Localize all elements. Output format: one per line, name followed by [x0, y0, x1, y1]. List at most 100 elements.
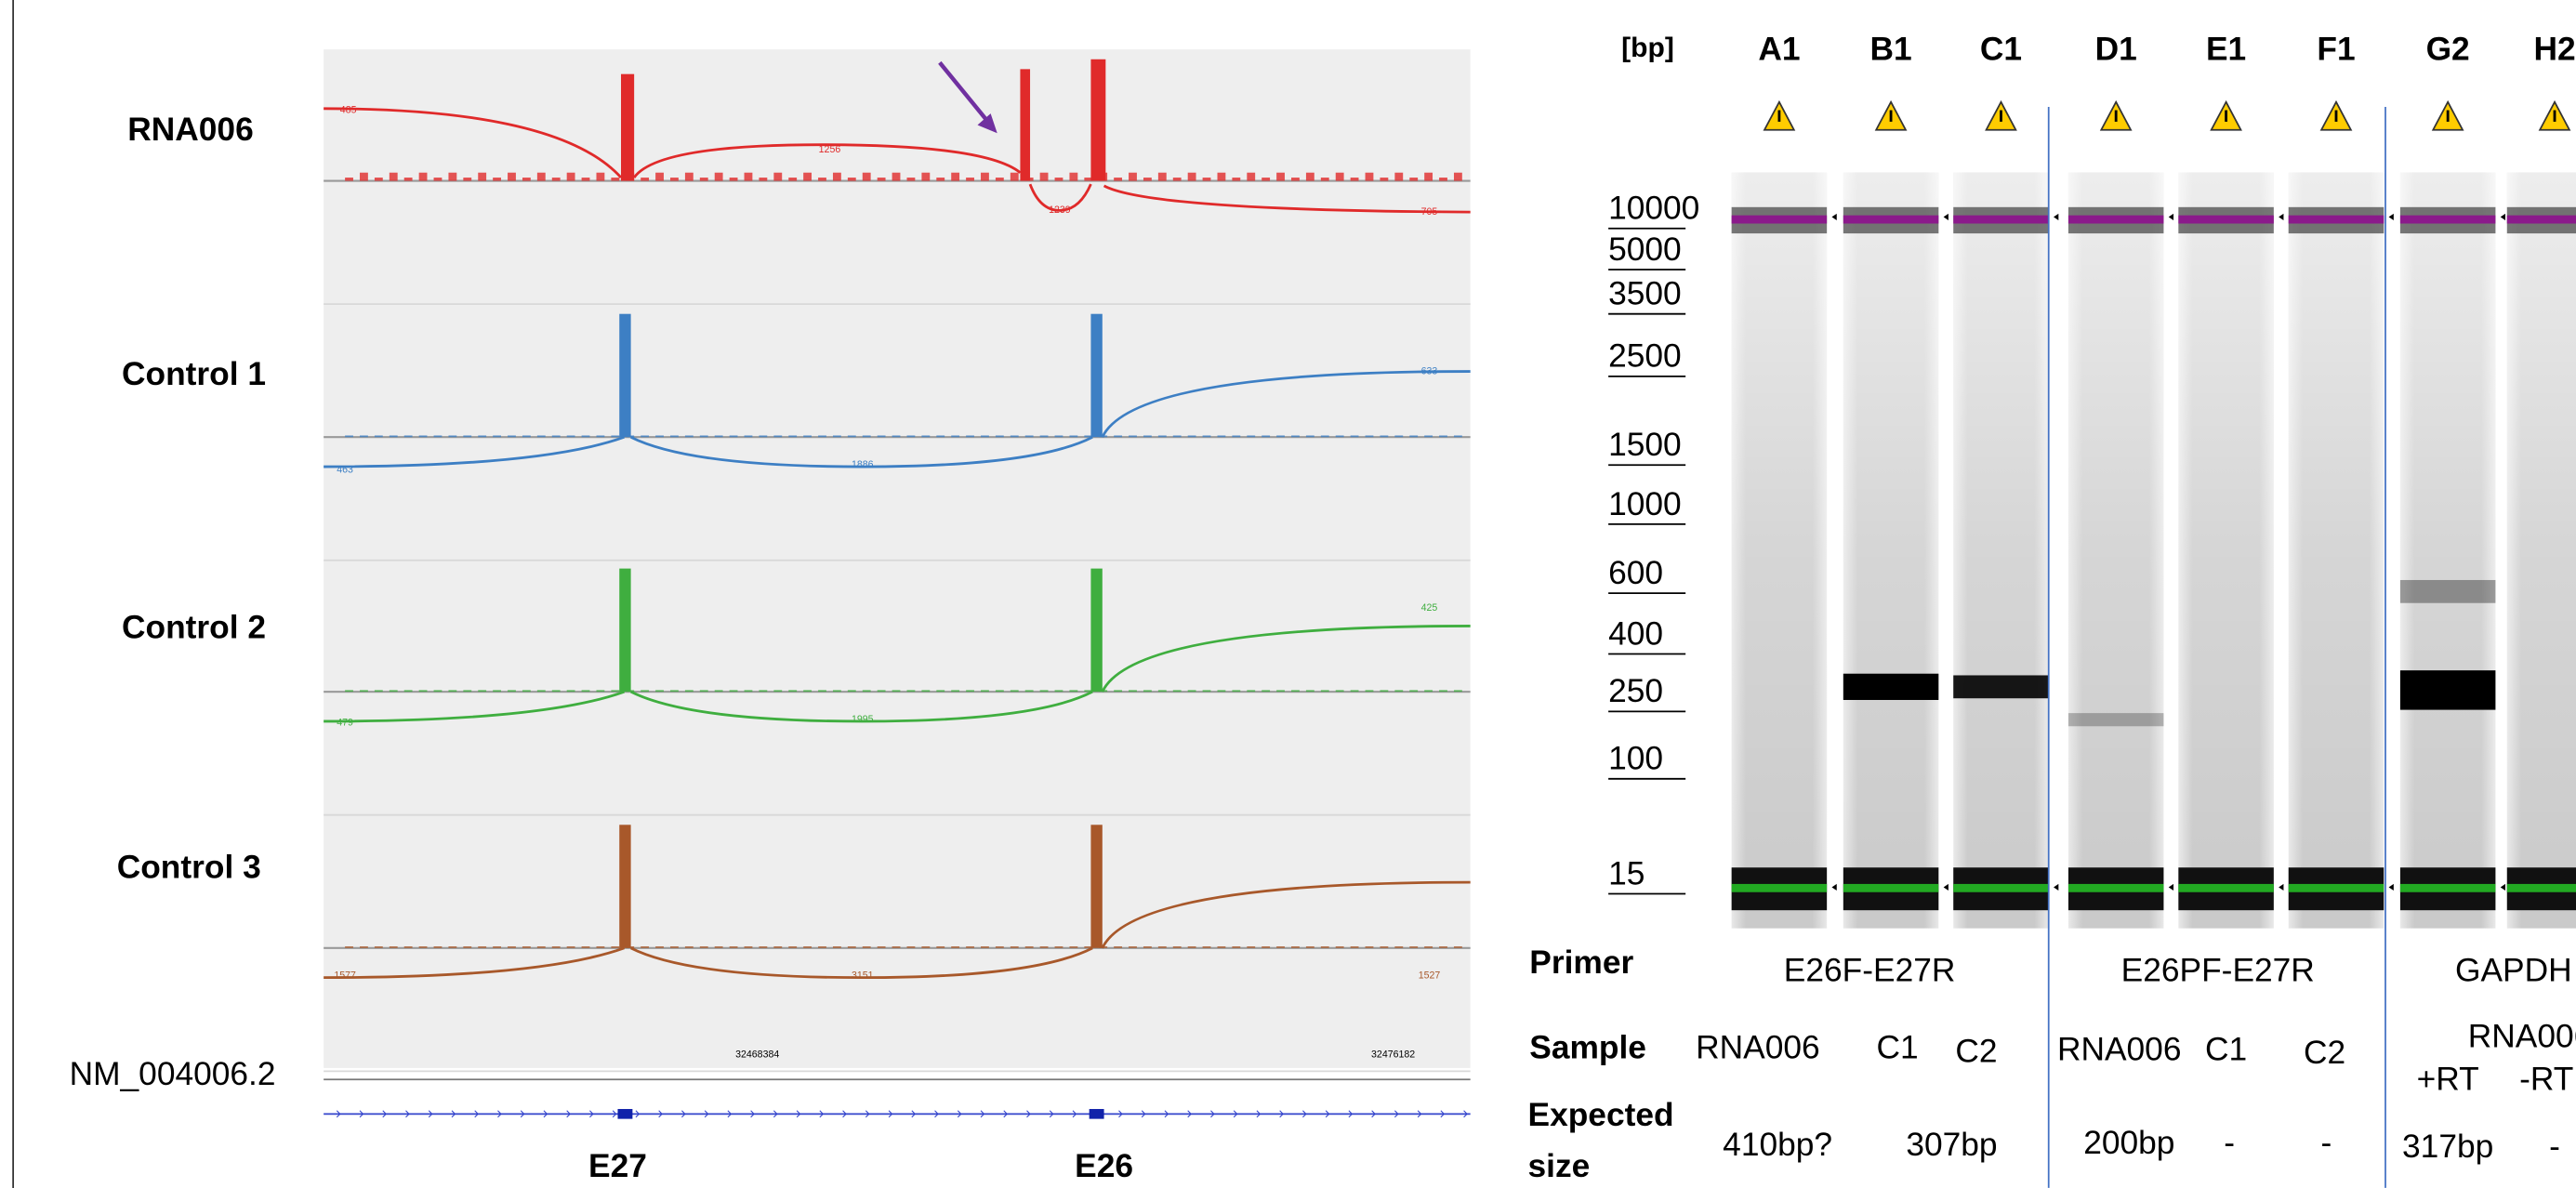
- coverage: [996, 178, 1004, 181]
- coverage: [1055, 946, 1063, 948]
- coverage: [375, 178, 383, 181]
- ladder-label: 600: [1608, 555, 1663, 591]
- coverage: [508, 690, 516, 692]
- coverage: [1291, 690, 1300, 692]
- coverage: [567, 435, 575, 437]
- coverage: [1040, 173, 1049, 181]
- coverage: [375, 946, 383, 948]
- coverage: [773, 435, 782, 437]
- coverage: [478, 435, 486, 437]
- coverage: [1158, 435, 1167, 437]
- coverage: [360, 435, 368, 437]
- coverage: [1439, 946, 1447, 948]
- coverage: [848, 946, 856, 948]
- coverage: [1336, 946, 1344, 948]
- coverage: [641, 690, 649, 692]
- coverage: [981, 173, 989, 181]
- coverage: [1203, 946, 1211, 948]
- coverage: [1262, 435, 1270, 437]
- coverage: [582, 690, 590, 692]
- coverage: [434, 690, 443, 692]
- ladder-label: 1000: [1608, 486, 1682, 522]
- coverage: [921, 173, 930, 181]
- coverage: [448, 690, 456, 692]
- coverage: [848, 690, 856, 692]
- coverage: [1143, 690, 1152, 692]
- coverage: [1409, 435, 1418, 437]
- row-label: Primer: [1529, 944, 1633, 981]
- coverage: [1380, 435, 1388, 437]
- coverage: [907, 435, 916, 437]
- coverage: [582, 435, 590, 437]
- coverage: [1336, 173, 1344, 181]
- coverage: [404, 178, 413, 181]
- coverage: [1247, 173, 1255, 181]
- coverage: [892, 173, 901, 181]
- coverage: [1173, 435, 1182, 437]
- coverage: [1203, 690, 1211, 692]
- lane-shade: [2068, 173, 2163, 929]
- sample: -RT: [2519, 1061, 2573, 1097]
- coverage: [863, 173, 871, 181]
- coverage: [463, 946, 471, 948]
- coverage: [1439, 690, 1447, 692]
- coverage: [434, 178, 443, 181]
- marker-lower: [1843, 884, 1938, 892]
- coverage: [773, 946, 782, 948]
- coverage: [1158, 690, 1167, 692]
- coverage: [803, 435, 812, 437]
- coverage: [863, 690, 871, 692]
- coverage: [1143, 435, 1152, 437]
- coverage: [981, 690, 989, 692]
- coverage: [345, 946, 353, 948]
- coverage: [833, 946, 841, 948]
- coverage: [537, 173, 546, 181]
- band: [2400, 580, 2495, 603]
- primer-group: E26PF-E27R: [2121, 953, 2315, 989]
- coverage: [907, 178, 916, 181]
- coverage: [685, 690, 694, 692]
- coverage: [567, 173, 575, 181]
- coverage: [419, 946, 428, 948]
- lane-label: B1: [1869, 31, 1911, 67]
- coverage: [1351, 435, 1359, 437]
- coverage: [951, 690, 959, 692]
- coverage: [1336, 690, 1344, 692]
- coverage: [611, 690, 619, 692]
- coverage: [1262, 946, 1270, 948]
- coverage: [1011, 946, 1019, 948]
- coverage: [448, 435, 456, 437]
- coverage: [493, 435, 501, 437]
- expected-size: 200bp: [2083, 1125, 2174, 1161]
- coverage: [1262, 178, 1270, 181]
- coverage: [1114, 946, 1122, 948]
- coverage: [833, 173, 841, 181]
- junction-count: 1527: [1419, 970, 1441, 982]
- track-area: [324, 49, 1471, 1068]
- coverage: [936, 178, 945, 181]
- coverage: [404, 946, 413, 948]
- coverage: [1321, 690, 1329, 692]
- coverage: [1306, 690, 1314, 692]
- coverage: [1218, 435, 1226, 437]
- coverage: [1069, 435, 1077, 437]
- coverage: [1055, 178, 1063, 181]
- expected-size: -: [2224, 1125, 2235, 1161]
- coverage: [419, 435, 428, 437]
- coverage: [1394, 946, 1403, 948]
- coverage: [759, 690, 767, 692]
- coverage: [1276, 435, 1285, 437]
- expected-size: 410bp?: [1723, 1127, 1832, 1163]
- lane-shade: [1953, 173, 2048, 929]
- coverage: [996, 946, 1004, 948]
- coverage: [1424, 435, 1433, 437]
- junction-count: 633: [1421, 365, 1438, 376]
- ladder-label: 5000: [1608, 231, 1682, 268]
- coverage: [1114, 435, 1122, 437]
- coverage: [996, 690, 1004, 692]
- coverage: [878, 435, 886, 437]
- track-label: RNA006: [127, 112, 253, 148]
- coverage: [537, 435, 546, 437]
- coverage: [878, 178, 886, 181]
- marker-upper: [1843, 216, 1938, 224]
